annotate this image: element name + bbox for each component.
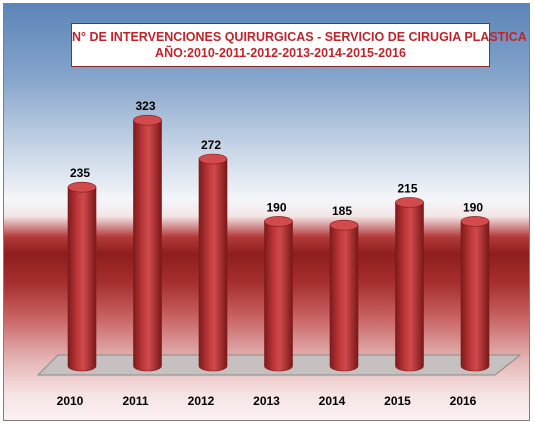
x-tick-2013: 2013 (253, 394, 280, 408)
x-tick-2010: 2010 (57, 394, 84, 408)
x-tick-2015: 2015 (384, 394, 411, 408)
data-label-2011: 323 (135, 99, 155, 113)
data-label-2013: 190 (266, 200, 286, 214)
bar-2010 (67, 181, 97, 372)
data-label-2016: 190 (463, 200, 483, 214)
bar-2013 (264, 216, 293, 372)
x-tick-2016: 2016 (450, 394, 477, 408)
x-tick-2011: 2011 (122, 394, 148, 408)
data-label-2014: 185 (332, 204, 352, 218)
chart-title: N° DE INTERVENCIONES QUIRURGICAS - SERVI… (72, 30, 527, 44)
bar-2012 (198, 153, 228, 372)
bar-2014 (329, 219, 359, 372)
bar-2011 (133, 114, 162, 372)
bar-2016 (460, 216, 490, 372)
data-label-2010: 235 (70, 166, 90, 180)
chart-title-box: N° DE INTERVENCIONES QUIRURGICAS - SERVI… (71, 23, 527, 67)
x-tick-2014: 2014 (319, 394, 346, 408)
chart-subtitle: AÑO:2010-2011-2012-2013-2014-2015-2016 (155, 46, 406, 60)
data-label-2012: 272 (201, 138, 221, 152)
x-tick-2012: 2012 (188, 394, 215, 408)
data-label-2015: 215 (397, 181, 417, 195)
bar-2015 (395, 197, 424, 372)
